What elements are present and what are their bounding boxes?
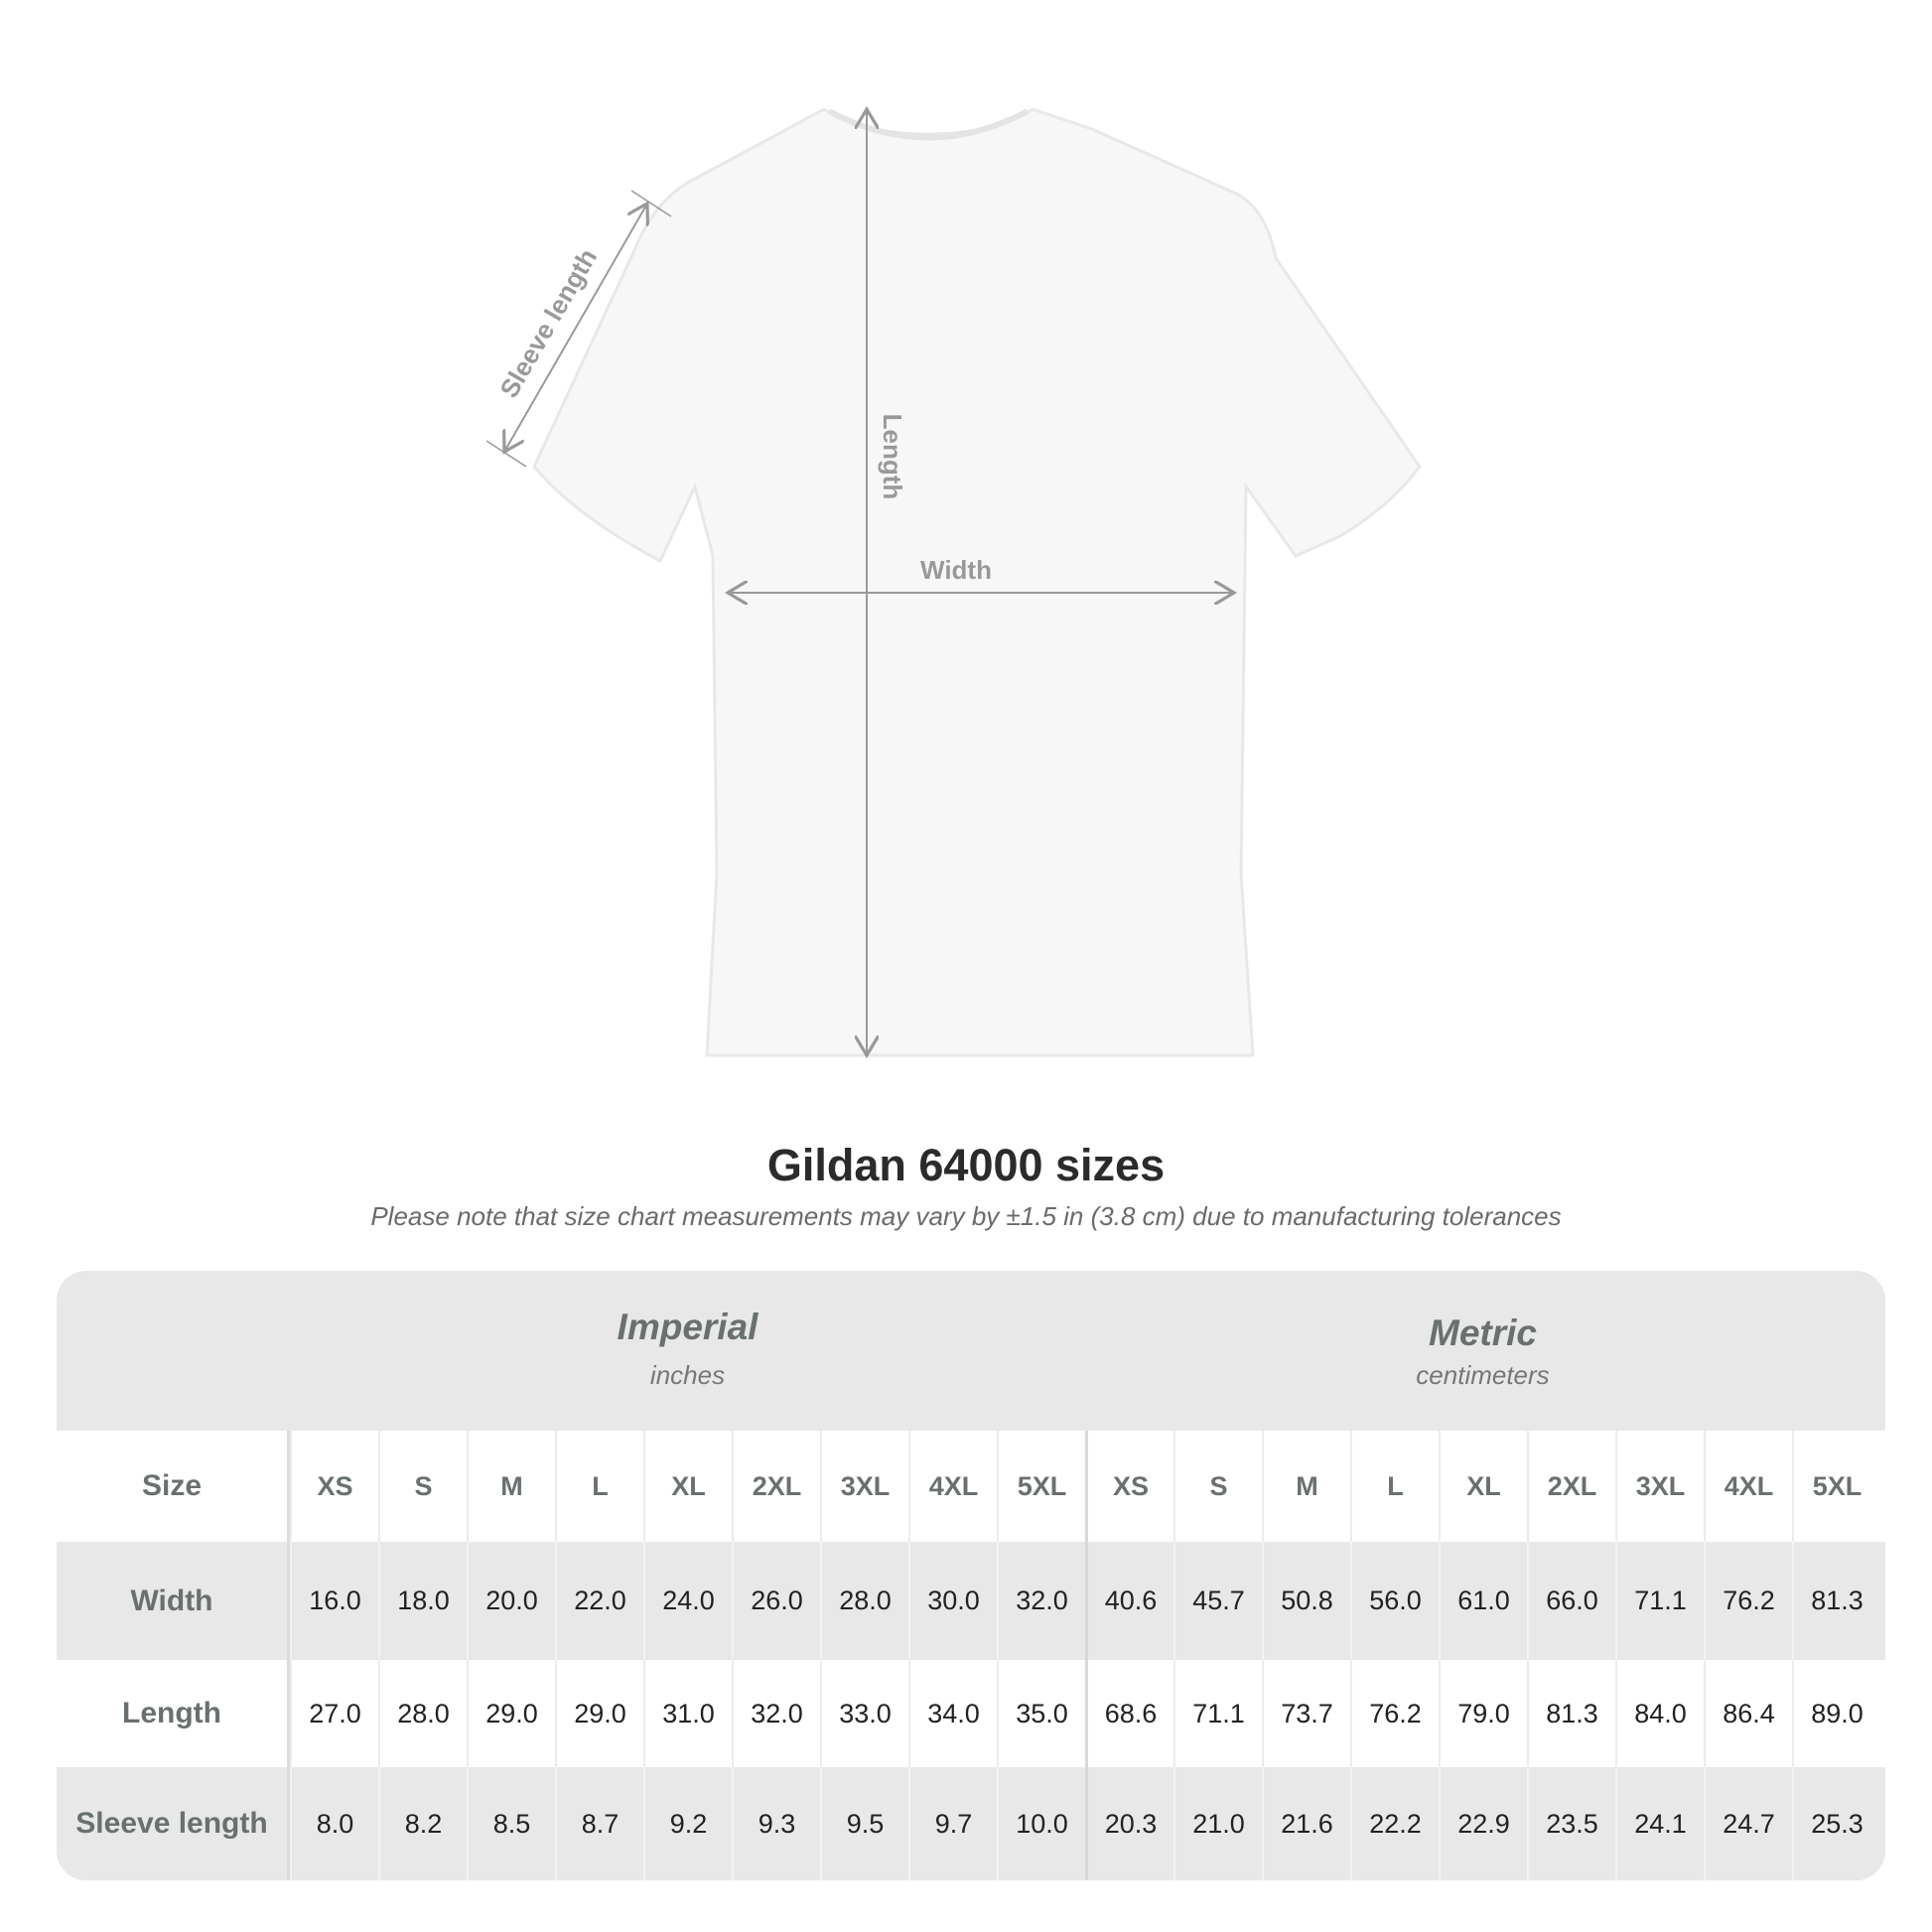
table-cell: 84.0 xyxy=(1615,1660,1704,1767)
table-cell: 20.0 xyxy=(467,1542,555,1660)
table-cell: 28.0 xyxy=(820,1542,908,1660)
table-cell: 16.0 xyxy=(290,1542,378,1660)
table-cell: 9.3 xyxy=(732,1767,820,1880)
row-label: Size xyxy=(57,1431,290,1542)
table-cell: 26.0 xyxy=(732,1542,820,1660)
row-label: Width xyxy=(57,1542,290,1660)
table-cell: 22.9 xyxy=(1439,1767,1527,1880)
size-table: Imperial inches Metric centimeters Size X… xyxy=(57,1271,1885,1880)
page-title: Gildan 64000 sizes xyxy=(766,1140,1166,1190)
table-cell: 21.6 xyxy=(1262,1767,1350,1880)
table-cell: 56.0 xyxy=(1350,1542,1439,1660)
metric-label: Metric xyxy=(1429,1312,1537,1353)
table-cell: 40.6 xyxy=(1085,1542,1173,1660)
table-cell: 31.0 xyxy=(643,1660,732,1767)
imperial-unit: inches xyxy=(649,1360,726,1390)
size-header-cell: XS xyxy=(1085,1431,1173,1542)
table-cell: 20.3 xyxy=(1085,1767,1173,1880)
size-header-cell: 2XL xyxy=(1527,1431,1615,1542)
table-cell: 29.0 xyxy=(467,1660,555,1767)
width-label: Width xyxy=(920,555,992,585)
table-cell: 28.0 xyxy=(378,1660,467,1767)
table-cell: 30.0 xyxy=(908,1542,997,1660)
size-row: Size XS S M L XL 2XL 3XL 4XL 5XL XS S M L XL 2XL 3XL 4XL 5… xyxy=(57,1431,1885,1542)
imperial-label: Imperial xyxy=(617,1307,759,1347)
table-cell: 76.2 xyxy=(1350,1660,1439,1767)
table-cell: 34.0 xyxy=(908,1660,997,1767)
table-cell: 8.7 xyxy=(555,1767,643,1880)
table-cell: 71.1 xyxy=(1173,1660,1262,1767)
table-cell: 32.0 xyxy=(732,1660,820,1767)
table-cell: 8.0 xyxy=(290,1767,378,1880)
metric-header: Metric centimeters xyxy=(1085,1271,1880,1431)
table-cell: 8.2 xyxy=(378,1767,467,1880)
table-row: Sleeve length 8.0 8.2 8.5 8.7 9.2 9.3 9.5 9.7 10.… xyxy=(57,1767,1885,1880)
size-header-cell: 3XL xyxy=(820,1431,908,1542)
size-header-cell: 2XL xyxy=(732,1431,820,1542)
table-cell: 33.0 xyxy=(820,1660,908,1767)
table-cell: 81.3 xyxy=(1792,1542,1880,1660)
table-cell: 9.7 xyxy=(908,1767,997,1880)
size-header-cell: 4XL xyxy=(1704,1431,1792,1542)
size-header-cell: S xyxy=(378,1431,467,1542)
table-cell: 45.7 xyxy=(1173,1542,1262,1660)
size-header-cell: 5XL xyxy=(997,1431,1085,1542)
table-cell: 24.0 xyxy=(643,1542,732,1660)
length-label: Length xyxy=(878,414,907,500)
row-label: Sleeve length xyxy=(57,1767,290,1880)
table-cell: 21.0 xyxy=(1173,1767,1262,1880)
size-header-cell: 5XL xyxy=(1792,1431,1880,1542)
tshirt-diagram: Sleeve length Length Width xyxy=(485,0,1422,1092)
table-cell: 18.0 xyxy=(378,1542,467,1660)
table-cell: 50.8 xyxy=(1262,1542,1350,1660)
table-cell: 32.0 xyxy=(997,1542,1085,1660)
table-cell: 29.0 xyxy=(555,1660,643,1767)
table-cell: 25.3 xyxy=(1792,1767,1880,1880)
row-label: Length xyxy=(57,1660,290,1767)
sleeve-arrow xyxy=(504,204,647,452)
table-cell: 22.0 xyxy=(555,1542,643,1660)
table-cell: 24.7 xyxy=(1704,1767,1792,1880)
table-row: Width 16.0 18.0 20.0 22.0 24.0 26.0 28.0 30.0 32.… xyxy=(57,1542,1885,1660)
size-header-cell: 3XL xyxy=(1615,1431,1704,1542)
size-header-cell: XL xyxy=(643,1431,732,1542)
tolerance-note: Please note that size chart measurements… xyxy=(370,1201,1562,1231)
table-cell: 66.0 xyxy=(1527,1542,1615,1660)
table-cell: 76.2 xyxy=(1704,1542,1792,1660)
table-cell: 8.5 xyxy=(467,1767,555,1880)
size-header-cell: L xyxy=(555,1431,643,1542)
table-cell: 61.0 xyxy=(1439,1542,1527,1660)
imperial-header: Imperial inches xyxy=(290,1271,1085,1431)
table-cell: 27.0 xyxy=(290,1660,378,1767)
size-header-cell: M xyxy=(1262,1431,1350,1542)
table-cell: 79.0 xyxy=(1439,1660,1527,1767)
metric-unit: centimeters xyxy=(1416,1360,1550,1390)
table-cell: 68.6 xyxy=(1085,1660,1173,1767)
table-cell: 22.2 xyxy=(1350,1767,1439,1880)
table-cell: 86.4 xyxy=(1704,1660,1792,1767)
table-cell: 9.5 xyxy=(820,1767,908,1880)
table-cell: 89.0 xyxy=(1792,1660,1880,1767)
size-header-cell: XS xyxy=(290,1431,378,1542)
table-cell: 71.1 xyxy=(1615,1542,1704,1660)
size-header-cell: 4XL xyxy=(908,1431,997,1542)
table-cell: 10.0 xyxy=(997,1767,1085,1880)
table-cell: 23.5 xyxy=(1527,1767,1615,1880)
table-cell: 73.7 xyxy=(1262,1660,1350,1767)
table-row: Length 27.0 28.0 29.0 29.0 31.0 32.0 33.0 34.0 35… xyxy=(57,1660,1885,1767)
table-cell: 24.1 xyxy=(1615,1767,1704,1880)
table-cell: 81.3 xyxy=(1527,1660,1615,1767)
size-header-cell: M xyxy=(467,1431,555,1542)
table-cell: 35.0 xyxy=(997,1660,1085,1767)
size-header-cell: XL xyxy=(1439,1431,1527,1542)
size-header-cell: S xyxy=(1173,1431,1262,1542)
table-cell: 9.2 xyxy=(643,1767,732,1880)
size-header-cell: L xyxy=(1350,1431,1439,1542)
